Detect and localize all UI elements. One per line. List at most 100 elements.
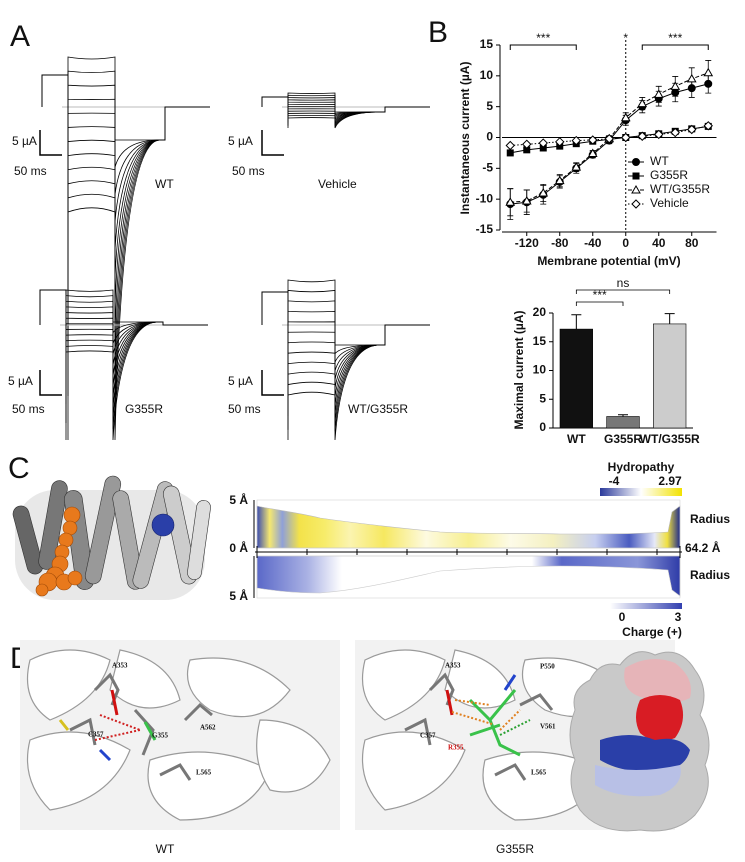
x-tick-label: 0 bbox=[622, 236, 629, 250]
residue-label: C357 bbox=[88, 731, 104, 739]
current-trace bbox=[39, 289, 208, 430]
x-tick-label: 40 bbox=[652, 236, 666, 250]
bar bbox=[559, 328, 593, 429]
marker bbox=[631, 184, 641, 194]
y-tick-label: 20 bbox=[533, 305, 547, 319]
marker bbox=[571, 135, 581, 146]
significance-bracket bbox=[641, 44, 709, 50]
bar bbox=[653, 323, 687, 429]
marker bbox=[631, 199, 641, 209]
current-trace bbox=[261, 291, 430, 363]
pore-profile bbox=[253, 499, 682, 599]
y-axis-title: Instantaneous current (µA) bbox=[458, 62, 472, 215]
marker bbox=[686, 73, 697, 83]
radius-label: Radius bbox=[690, 568, 730, 582]
current-trace bbox=[39, 289, 208, 441]
residue-label: A562 bbox=[200, 724, 216, 732]
x-tick-label: G355R bbox=[604, 432, 642, 446]
y-tick-label: 0 bbox=[539, 420, 546, 434]
current-trace bbox=[41, 70, 210, 168]
marker bbox=[621, 132, 631, 143]
radius-label: Radius bbox=[690, 512, 730, 526]
scale-label: 5 µA bbox=[228, 374, 253, 388]
current-trace bbox=[41, 74, 210, 331]
y-tick-label: 5 bbox=[486, 99, 493, 113]
marker bbox=[521, 196, 532, 205]
x-tick-label: -40 bbox=[584, 236, 602, 250]
current-trace bbox=[261, 291, 430, 406]
current-trace bbox=[261, 291, 430, 441]
colorbar-label: -4 bbox=[609, 474, 620, 488]
current-trace bbox=[261, 279, 430, 346]
marker bbox=[687, 124, 697, 135]
significance-bracket bbox=[575, 289, 671, 294]
trace-label: G355R bbox=[125, 402, 163, 416]
radius-tick: 5 Å bbox=[229, 588, 248, 603]
colorbar-label: 3 bbox=[675, 610, 682, 624]
current-trace bbox=[261, 96, 430, 126]
legend-label: Vehicle bbox=[650, 196, 689, 210]
panel-label: A bbox=[10, 20, 30, 53]
current-trace bbox=[41, 56, 210, 141]
scale-bar bbox=[39, 370, 62, 396]
current-trace bbox=[41, 74, 210, 441]
marker bbox=[505, 140, 515, 151]
current-trace bbox=[39, 289, 208, 387]
radius-tick: 5 Å bbox=[229, 492, 248, 507]
scale-bar bbox=[261, 370, 284, 396]
marker bbox=[604, 134, 614, 144]
residue-label: A353 bbox=[112, 662, 128, 670]
annotation: ns bbox=[617, 276, 630, 290]
trace-label: WT bbox=[155, 177, 174, 191]
y-tick-label: -15 bbox=[476, 222, 494, 236]
marker bbox=[571, 162, 582, 171]
current-trace bbox=[261, 291, 430, 389]
current-trace bbox=[261, 96, 430, 126]
scale-label: 5 µA bbox=[8, 374, 33, 388]
panel-label: C bbox=[8, 452, 30, 485]
y-tick-label: 15 bbox=[533, 334, 547, 348]
annotation: *** bbox=[668, 31, 682, 45]
radius-tick: 0 Å bbox=[229, 540, 248, 555]
x-axis-title: Membrane potential (mV) bbox=[537, 254, 680, 268]
x-tick-label: 80 bbox=[685, 236, 699, 250]
y-tick-label: 15 bbox=[480, 37, 494, 51]
y-tick-label: -10 bbox=[476, 191, 494, 205]
residue-label: V561 bbox=[540, 723, 556, 731]
current-trace bbox=[39, 289, 208, 335]
y-tick-label: 5 bbox=[539, 391, 546, 405]
marker bbox=[632, 158, 640, 166]
current-trace bbox=[261, 96, 430, 129]
residue-label: L565 bbox=[196, 769, 212, 777]
residue-label: P550 bbox=[540, 663, 555, 671]
x-tick-label: WT/G355R bbox=[640, 432, 700, 446]
structure-caption: WT bbox=[156, 842, 175, 856]
current-trace bbox=[261, 92, 430, 113]
current-trace bbox=[261, 291, 430, 415]
trace-label: WT/G355R bbox=[348, 402, 408, 416]
current-trace bbox=[39, 289, 208, 344]
structure-wt bbox=[20, 640, 340, 830]
legend-label: WT bbox=[650, 154, 669, 168]
marker bbox=[538, 138, 548, 148]
legend-label: WT/G355R bbox=[650, 182, 710, 196]
marker bbox=[554, 175, 565, 185]
panel-label: B bbox=[428, 16, 448, 49]
protein-structure bbox=[12, 475, 211, 600]
scale-label: 5 µA bbox=[12, 134, 37, 148]
marker bbox=[522, 139, 532, 149]
error-bar bbox=[664, 313, 675, 324]
scale-label: 50 ms bbox=[14, 164, 47, 178]
marker bbox=[670, 81, 681, 90]
scale-label: 5 µA bbox=[228, 134, 253, 148]
marker bbox=[637, 98, 648, 108]
x-tick-label: WT bbox=[567, 432, 586, 446]
colorbar-label: 0 bbox=[619, 610, 626, 624]
surface-model bbox=[569, 651, 710, 832]
significance-bracket bbox=[575, 301, 624, 306]
marker bbox=[654, 129, 664, 140]
marker bbox=[653, 89, 664, 98]
marker bbox=[703, 67, 714, 77]
marker bbox=[538, 187, 549, 197]
x-tick-label: -80 bbox=[551, 236, 569, 250]
